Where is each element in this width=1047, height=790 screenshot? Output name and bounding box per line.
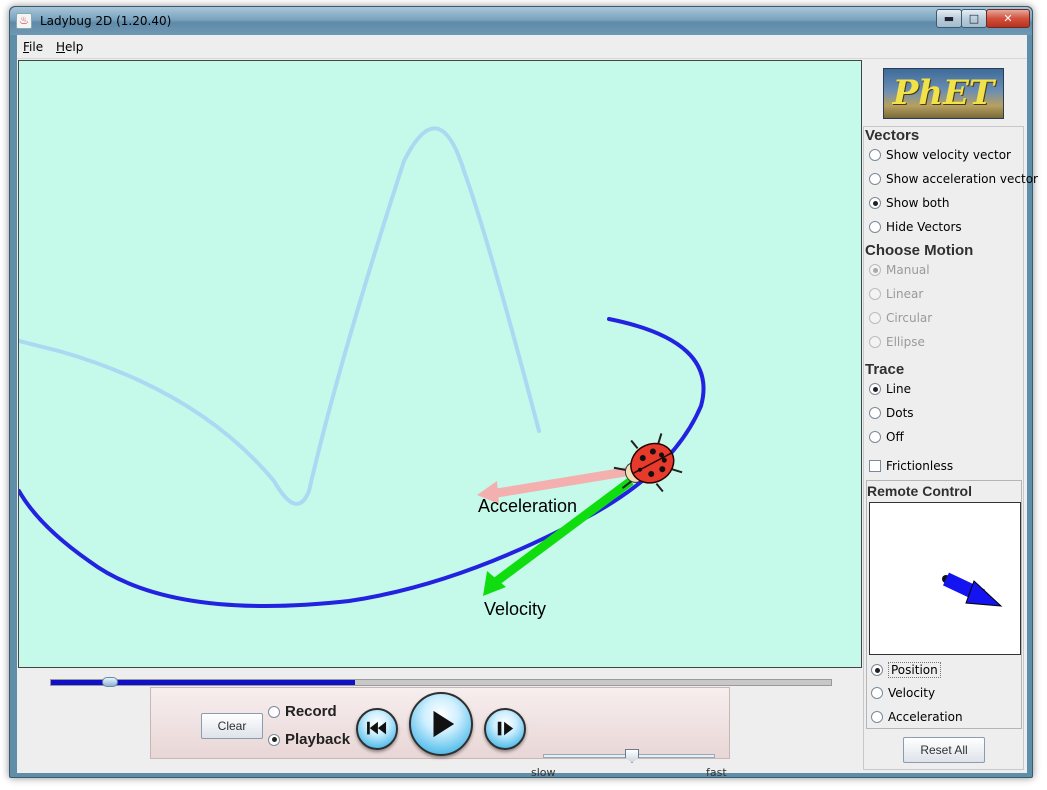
motion-radio-linear [869,288,881,300]
remote-control-pad[interactable] [869,502,1021,655]
maximize-icon: □ [969,12,979,25]
window-title: Ladybug 2D (1.20.40) [40,14,171,28]
menu-help[interactable]: Help [56,40,83,54]
speed-slider-thumb[interactable] [625,749,639,763]
trace-label-off: Off [886,430,904,444]
rewind-button[interactable] [356,708,398,750]
playback-control-panel: Clear Record Playback [150,687,730,759]
playback-option[interactable]: Playback [268,731,350,748]
vectors-radio-hide-vectors[interactable] [869,221,881,233]
close-icon: ✕ [1003,12,1012,25]
vectors-option-show-acceleration-vector[interactable]: Show acceleration vector [869,172,1038,186]
remote-option-velocity[interactable]: Velocity [871,686,935,700]
trace-layer [19,61,862,668]
motion-radio-manual [869,264,881,276]
velocity-label: Velocity [484,599,546,620]
remote-arrow-icon[interactable] [870,503,1022,656]
motion-option-ellipse: Ellipse [869,335,925,349]
remote-label-position: Position [888,662,941,678]
client-area: File Help [17,35,1027,773]
trace-label-dots: Dots [886,406,914,420]
clear-button[interactable]: Clear [201,713,263,739]
trace-option-off[interactable]: Off [869,430,904,444]
remote-heading: Remote Control [867,483,972,499]
vectors-heading: Vectors [865,127,919,144]
menu-help-label: elp [65,40,83,54]
vectors-label-show-acceleration-vector: Show acceleration vector [886,172,1038,186]
vectors-option-show-velocity-vector[interactable]: Show velocity vector [869,148,1011,162]
motion-option-manual: Manual [869,263,930,277]
step-forward-icon [486,710,524,748]
menu-bar: File Help [17,35,1027,59]
vectors-label-show-velocity-vector: Show velocity vector [886,148,1011,162]
remote-radio-position[interactable] [871,664,883,676]
trace-heading: Trace [865,361,904,378]
record-label: Record [285,703,337,720]
maximize-button[interactable]: □ [961,9,987,28]
acceleration-vector [497,471,631,493]
title-bar[interactable]: ♨ Ladybug 2D (1.20.40) ▬ □ ✕ [10,7,1032,35]
playback-label: Playback [285,731,350,748]
trace-radio-off[interactable] [869,431,881,443]
motion-label-linear: Linear [886,287,923,301]
acceleration-label: Acceleration [478,496,577,517]
control-sidebar: PhET Vectors Show velocity vector Show ac… [862,60,1025,772]
motion-option-linear: Linear [869,287,923,301]
menu-help-mnemonic: H [56,40,65,54]
trace-label-line: Line [886,382,911,396]
timeline-knob[interactable] [102,677,118,687]
remote-radio-acceleration[interactable] [871,711,883,723]
vectors-radio-show-velocity-vector[interactable] [869,149,881,161]
rewind-icon [358,710,396,748]
trace-radio-dots[interactable] [869,407,881,419]
frictionless-option[interactable]: Frictionless [869,459,953,473]
minimize-icon: ▬ [944,12,954,25]
remote-radio-velocity[interactable] [871,687,883,699]
motion-label-manual: Manual [886,263,930,277]
reset-all-button[interactable]: Reset All [903,737,985,763]
vectors-radio-show-acceleration-vector[interactable] [869,173,881,185]
remote-label-velocity: Velocity [888,686,935,700]
motion-label-circular: Circular [886,311,932,325]
app-window: ♨ Ladybug 2D (1.20.40) ▬ □ ✕ File Help [9,6,1033,778]
vectors-label-hide-vectors: Hide Vectors [886,220,962,234]
vectors-option-hide-vectors[interactable]: Hide Vectors [869,220,962,234]
vectors-radio-show-both[interactable] [869,197,881,209]
trace-option-dots[interactable]: Dots [869,406,914,420]
faded-trace-path [19,128,539,504]
play-button[interactable] [409,692,473,756]
minimize-button[interactable]: ▬ [936,9,962,28]
menu-file[interactable]: File [23,40,43,54]
timeline-progress [51,680,355,685]
motion-option-circular: Circular [869,311,932,325]
vectors-option-show-both[interactable]: Show both [869,196,949,210]
menu-file-label: ile [29,40,43,54]
frictionless-label: Frictionless [886,459,953,473]
motion-heading: Choose Motion [865,242,973,259]
step-button[interactable] [484,708,526,750]
speed-fast-label: fast [706,766,727,779]
remote-option-acceleration[interactable]: Acceleration [871,710,963,724]
playback-radio[interactable] [268,734,280,746]
trace-path [19,319,704,606]
motion-radio-circular [869,312,881,324]
remote-control-panel: Remote Control Position Velocity Accelerat… [866,480,1022,729]
close-button[interactable]: ✕ [986,9,1030,28]
frictionless-checkbox[interactable] [869,460,881,472]
motion-radio-ellipse [869,336,881,348]
trace-option-line[interactable]: Line [869,382,911,396]
trace-radio-line[interactable] [869,383,881,395]
simulation-canvas[interactable]: Acceleration Velocity [18,60,862,668]
playback-timeline[interactable] [50,679,832,686]
remote-option-position[interactable]: Position [871,662,941,678]
speed-slow-label: slow [531,766,556,779]
phet-logo[interactable]: PhET [883,68,1004,119]
play-icon [411,694,471,754]
java-icon: ♨ [16,13,32,29]
remote-label-acceleration: Acceleration [888,710,963,724]
record-option[interactable]: Record [268,703,337,720]
record-radio[interactable] [268,706,280,718]
vectors-label-show-both: Show both [886,196,949,210]
motion-label-ellipse: Ellipse [886,335,925,349]
